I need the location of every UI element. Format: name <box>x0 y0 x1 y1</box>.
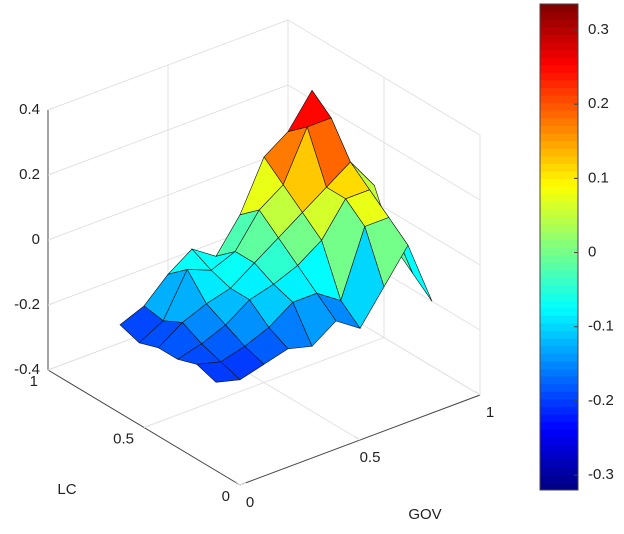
y-tick-label: 1 <box>30 373 38 390</box>
colorbar-cell <box>540 178 578 187</box>
colorbar-cell <box>540 102 578 111</box>
colorbar-cell <box>540 87 578 96</box>
colorbar-cell <box>540 444 578 453</box>
z-tick <box>47 172 55 176</box>
y-tick-label: 0 <box>222 488 230 505</box>
z-tick <box>47 237 55 241</box>
x-tick <box>234 480 241 486</box>
colorbar-cell <box>540 216 578 225</box>
x-tick-label: 0 <box>246 494 254 511</box>
colorbar-cell <box>540 239 578 248</box>
colorbar-cell <box>540 57 578 66</box>
colorbar-cell <box>540 64 578 73</box>
z-tick-label: 0.4 <box>19 101 40 118</box>
colorbar-cell <box>540 26 578 35</box>
colorbar-cell <box>540 429 578 438</box>
z-tick <box>47 107 55 111</box>
colorbar-cell <box>540 117 578 126</box>
colorbar-cell <box>540 186 578 195</box>
surface-patch <box>196 361 241 383</box>
z-tick <box>47 302 55 306</box>
colorbar-cell <box>540 41 578 51</box>
colorbar-cell <box>540 95 578 104</box>
z-tick-label: 0 <box>32 231 40 248</box>
x-tick-label: 1 <box>486 404 494 421</box>
colorbar-cell <box>540 452 578 461</box>
colorbar-cell <box>540 140 578 149</box>
grid-line <box>143 337 385 428</box>
colorbar-cell <box>540 254 578 263</box>
colorbar-cell <box>540 19 578 28</box>
colorbar-tick-label: -0.3 <box>588 466 614 483</box>
colorbar-cell <box>540 292 578 301</box>
colorbar-cell <box>540 171 578 180</box>
y-tick-label: 0.5 <box>113 430 134 447</box>
y-tick <box>239 482 247 486</box>
colorbar-cell <box>540 193 578 202</box>
y-axis-label: LC <box>57 481 76 498</box>
x-tick <box>354 435 361 441</box>
colorbar-tick-label: 0.3 <box>588 21 609 38</box>
colorbar-cell <box>540 284 578 294</box>
colorbar-tick-label: -0.2 <box>588 392 614 409</box>
colorbar-cell <box>540 224 578 233</box>
colorbar-cell <box>540 474 578 483</box>
colorbar-cell <box>540 148 578 157</box>
x-tick <box>474 390 481 396</box>
colorbar-cell <box>540 4 578 13</box>
y-tick <box>143 425 151 428</box>
colorbar-cell <box>540 262 578 271</box>
colorbar-cell <box>540 307 578 316</box>
z-tick-label: -0.2 <box>14 296 40 313</box>
x-tick-label: 0.5 <box>360 449 381 466</box>
colorbar-cell <box>540 72 578 81</box>
colorbar-cell <box>540 34 578 43</box>
colorbar-cell <box>540 49 578 58</box>
colorbar-cell <box>540 383 578 392</box>
colorbar-cell <box>540 11 578 20</box>
colorbar-cell <box>540 209 578 218</box>
colorbar-cell <box>540 300 578 309</box>
colorbar-cell <box>540 467 578 476</box>
colorbar-cell <box>540 330 578 339</box>
colorbar-cell <box>540 376 578 385</box>
colorbar-frame <box>539 3 579 491</box>
colorbar-cell <box>540 315 578 324</box>
colorbar-cell <box>540 277 578 286</box>
colorbar-cell <box>540 391 578 400</box>
colorbar-cell <box>540 338 578 347</box>
colorbar-cell <box>540 406 578 415</box>
colorbar-tick-label: -0.1 <box>588 318 614 335</box>
colorbar-tick-label: 0.2 <box>588 95 609 112</box>
colorbar-cell <box>540 360 578 369</box>
z-tick-label: -0.4 <box>14 361 40 378</box>
colorbar-cell <box>540 231 578 240</box>
colorbar-cell <box>540 247 578 256</box>
colorbar-cell <box>540 436 578 445</box>
colorbar-cell <box>540 421 578 430</box>
colorbar-cell <box>540 368 578 377</box>
colorbar-tick-label: 0.1 <box>588 169 609 186</box>
colorbar-cell <box>540 398 578 407</box>
colorbar-cell <box>540 459 578 468</box>
colorbar-cell <box>540 163 578 172</box>
z-tick-label: 0.2 <box>19 166 40 183</box>
x-axis-label: GOV <box>408 506 441 523</box>
colorbar-cell <box>540 125 578 134</box>
colorbar-cell <box>540 482 578 491</box>
colorbar-cell <box>540 269 578 278</box>
colorbar-cell <box>540 345 578 354</box>
y-tick <box>47 367 55 371</box>
colorbar-cell <box>540 133 578 142</box>
colorbar-cell <box>540 201 578 210</box>
colorbar-tick-label: 0 <box>588 244 596 261</box>
colorbar-cell <box>540 353 578 362</box>
colorbar-cell <box>540 414 578 423</box>
colorbar-cell <box>540 110 578 119</box>
colorbar-cell <box>540 322 578 332</box>
colorbar-cell <box>540 79 578 89</box>
colorbar-cell <box>540 155 578 164</box>
